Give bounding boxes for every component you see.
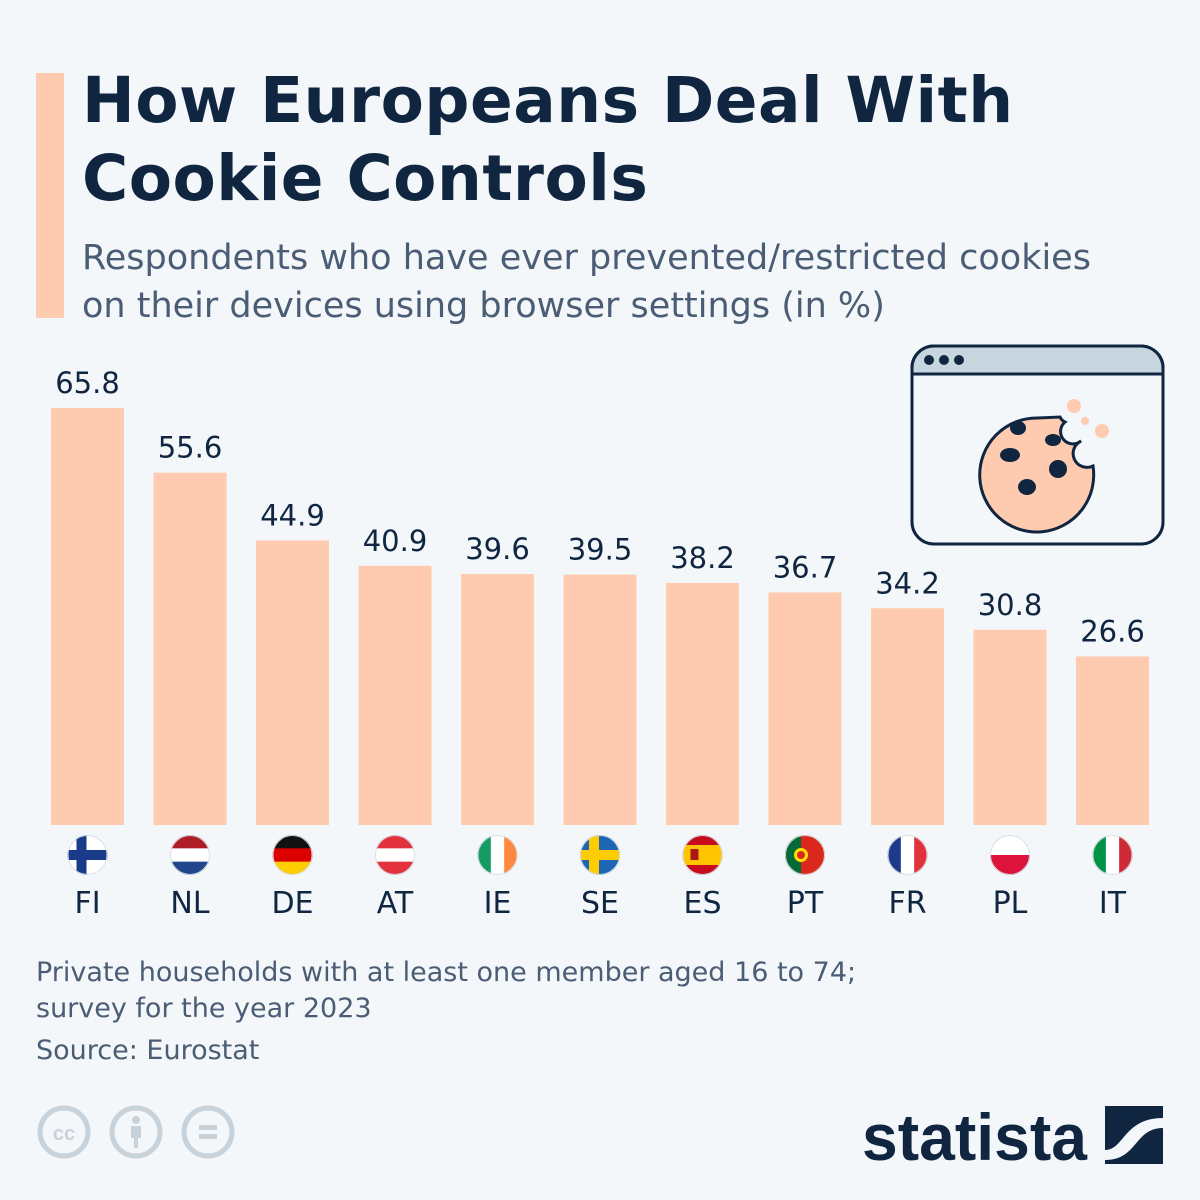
flag-IT-icon (1092, 835, 1133, 875)
flag-NL-icon (170, 835, 210, 875)
flag-PT-icon (785, 835, 825, 875)
value-label-DE: 44.9 (260, 498, 325, 532)
title-line-2: Cookie Controls (82, 142, 649, 215)
page-title: How Europeans Deal With Cookie Controls (82, 62, 1014, 218)
category-label-PT: PT (787, 886, 824, 921)
category-label-NL: NL (170, 886, 209, 921)
bar-FR (871, 608, 944, 825)
title-accent-bar (36, 73, 64, 318)
bar-DE (256, 540, 329, 825)
subtitle: Respondents who have ever prevented/rest… (82, 234, 1182, 330)
bar-chart: 65.8 FI 55.6 NL 44.9 DE 40.9 AT 39.6 IE 39.5 SE 38.2… (51, 366, 1149, 921)
source: Source: Eurostat (36, 1035, 260, 1066)
value-label-IT: 26.6 (1080, 614, 1145, 648)
flag-ES-icon (682, 835, 723, 875)
flag-PL-icon (990, 835, 1030, 875)
bar-NL (153, 472, 227, 825)
category-label-AT: AT (377, 886, 414, 921)
footnote-line-2: survey for the year 2023 (36, 993, 372, 1024)
value-label-AT: 40.9 (363, 524, 428, 558)
value-label-IE: 39.6 (465, 532, 530, 566)
subtitle-line-2: on their devices using browser settings … (82, 286, 885, 326)
cc-icon[interactable]: cc (37, 1105, 91, 1159)
value-label-ES: 38.2 (670, 541, 735, 575)
value-label-NL: 55.6 (158, 431, 223, 465)
title-line-1: How Europeans Deal With (82, 64, 1014, 137)
svg-text:cc: cc (53, 1123, 75, 1145)
bar-FI (51, 408, 124, 825)
no-derivatives-icon[interactable] (181, 1105, 235, 1159)
bar-IT (1076, 656, 1149, 825)
value-label-FR: 34.2 (875, 566, 940, 600)
bar-SE (563, 574, 637, 825)
category-label-FR: FR (888, 886, 926, 921)
footnote-line-1: Private households with at least one mem… (36, 957, 857, 988)
attribution-icon[interactable] (109, 1105, 163, 1159)
bar-PL (973, 629, 1047, 825)
value-label-PT: 36.7 (773, 550, 838, 584)
footnote: Private households with at least one mem… (36, 955, 856, 1027)
flag-AT-icon (375, 835, 415, 875)
statista-logo[interactable]: statista (862, 1100, 1167, 1170)
value-label-FI: 65.8 (55, 366, 120, 400)
category-label-ES: ES (684, 886, 722, 921)
bar-ES (666, 582, 739, 825)
bar-IE (461, 574, 534, 825)
browser-cookie-icon (910, 344, 1165, 546)
statista-wordmark: statista (862, 1100, 1088, 1170)
flag-FI-icon (67, 835, 108, 875)
category-label-PL: PL (993, 886, 1028, 921)
flag-DE-icon (272, 835, 313, 875)
flag-SE-icon (580, 835, 620, 875)
category-label-SE: SE (581, 886, 619, 921)
category-label-IE: IE (484, 886, 512, 921)
bar-PT (768, 592, 842, 825)
value-label-SE: 39.5 (568, 533, 633, 567)
subtitle-line-1: Respondents who have ever prevented/rest… (82, 238, 1091, 278)
bar-AT (358, 565, 432, 825)
flag-FR-icon (887, 835, 928, 875)
category-label-IT: IT (1099, 886, 1127, 921)
flag-IE-icon (477, 835, 518, 875)
value-label-PL: 30.8 (978, 588, 1043, 622)
category-label-DE: DE (271, 886, 313, 921)
category-label-FI: FI (74, 886, 100, 921)
